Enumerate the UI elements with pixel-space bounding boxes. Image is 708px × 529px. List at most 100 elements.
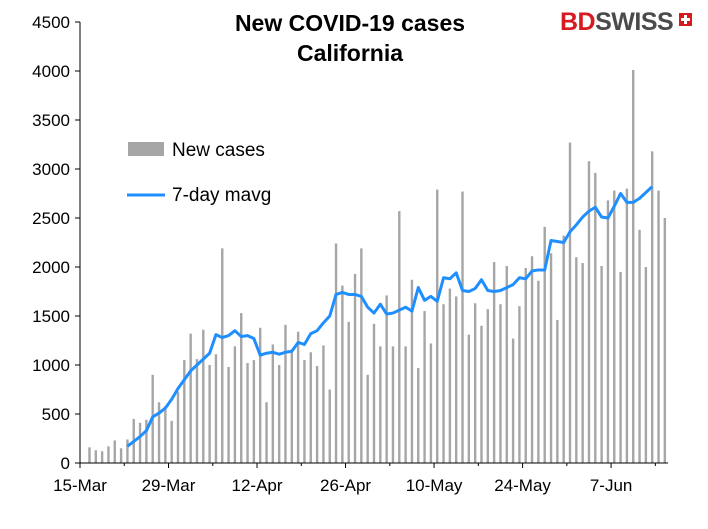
bar-new-cases [341,285,344,463]
bar-new-cases [530,256,534,463]
bar-new-cases [271,344,275,463]
bar-new-cases [436,189,439,463]
bar-new-cases [366,374,369,463]
x-tick-label: 24-May [494,476,551,495]
bar-new-cases [208,365,211,463]
bar-new-cases [650,151,654,464]
bar-new-cases [505,266,508,463]
bar-new-cases [347,321,350,463]
y-tick-label: 1500 [32,307,70,326]
legend-label-new-cases: New cases [172,140,265,161]
bar-new-cases [410,279,414,463]
bar-new-cases [423,311,426,463]
bar-new-cases [537,280,540,463]
bar-new-cases [632,70,635,464]
bar-new-cases [233,346,237,463]
swiss-cross-icon [679,13,692,26]
bar-new-cases [100,451,104,463]
bar-new-cases [606,200,610,464]
bar-new-cases [499,304,502,463]
bar-new-cases [290,352,294,463]
bar-new-cases [328,389,331,463]
bar-new-cases [480,325,483,463]
bar-new-cases [145,419,148,463]
y-tick-label: 3500 [32,111,70,130]
bar-new-cases [404,346,407,463]
bar-new-cases [448,288,452,463]
y-tick-label: 4500 [32,13,70,32]
bar-new-cases [657,190,660,463]
bar-new-cases [277,365,281,463]
bar-new-cases [663,218,667,463]
bar-new-cases [221,248,224,463]
legend-label-7day-mavg: 7-day mavg [172,185,271,206]
bar-new-cases [594,172,597,464]
bar-new-cases [625,188,629,463]
y-tick-label: 4000 [32,62,70,81]
bar-new-cases [467,334,471,463]
bar-new-cases [265,402,268,463]
bar-new-cases [119,448,123,463]
bar-new-cases [334,243,338,463]
legend-swatch-new-cases [128,142,164,156]
bar-new-cases [88,447,91,463]
bar-new-cases [164,406,167,463]
bar-new-cases [492,262,496,463]
bar-new-cases [461,191,464,464]
bar-new-cases [126,439,129,463]
bar-new-cases [202,329,205,463]
bar-new-cases [511,338,515,463]
bar-new-cases [518,306,521,463]
bar-new-cases [252,360,256,463]
y-tick-label: 0 [61,454,70,473]
y-tick-label: 2500 [32,209,70,228]
bar-new-cases [296,331,300,463]
bar-new-cases [157,402,161,463]
bar-new-cases [195,359,199,463]
bar-new-cases [575,257,578,463]
bar-new-cases [638,229,641,463]
bar-new-cases [568,142,572,464]
bar-new-cases [214,354,218,463]
chart-title: New COVID-19 cases California [150,8,550,68]
bar-new-cases [322,345,325,463]
bar-new-cases [107,446,110,463]
x-tick-label: 10-May [406,476,463,495]
bar-new-cases [385,295,388,463]
y-tick-label: 2000 [32,258,70,277]
bar-new-cases [315,365,319,463]
bar-new-cases [379,346,382,463]
bar-new-cases [619,271,622,463]
chart-title-line1: New COVID-19 cases [234,10,466,36]
bar-new-cases [372,323,376,463]
bar-new-cases [240,313,243,463]
bar-new-cases [417,367,420,463]
bar-new-cases [360,248,363,463]
bar-new-cases [94,450,98,463]
bar-new-cases [138,422,142,463]
bar-new-cases [303,360,306,463]
bar-new-cases [524,267,527,463]
y-tick-label: 3000 [32,160,70,179]
chart-title-line2: California [296,40,404,66]
bar-new-cases [587,161,591,463]
bar-new-cases [258,327,262,463]
x-tick-label: 12-Apr [232,476,283,495]
bar-new-cases [549,253,553,463]
bar-new-cases [613,190,616,463]
bar-new-cases [600,266,603,463]
bar-new-cases [189,333,192,463]
brand-logo-part1: BD [560,8,596,36]
bar-new-cases [391,346,395,463]
bar-new-cases [473,303,477,463]
bar-new-cases [398,211,401,463]
bar-new-cases [486,309,490,463]
brand-logo-part2: SWISS [595,8,674,36]
bar-new-cases [562,235,565,463]
x-tick-label: 7-Jun [590,476,633,495]
bar-new-cases [543,226,546,463]
line-7day-mavg [126,185,654,448]
bar-new-cases [113,440,116,463]
x-tick-label: 26-Apr [320,476,371,495]
